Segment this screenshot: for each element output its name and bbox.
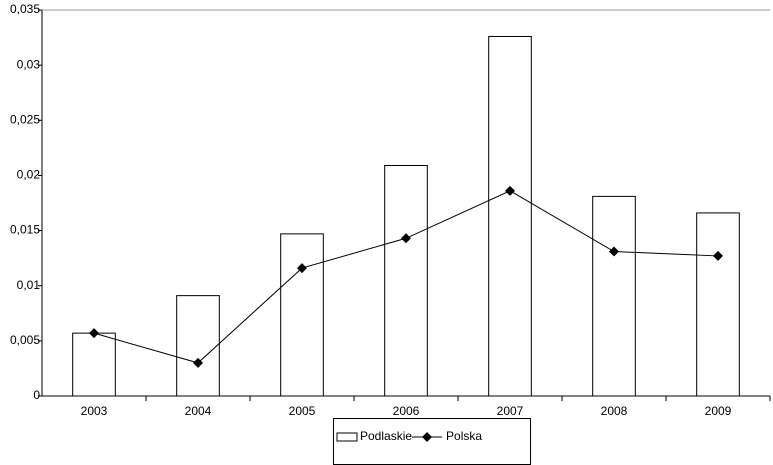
marker (297, 263, 307, 274)
marker (505, 185, 515, 196)
marker (193, 357, 203, 368)
y-tick-label: 0 (33, 388, 40, 402)
x-tick-label: 2006 (393, 404, 420, 418)
marker (401, 233, 411, 244)
bar (592, 195, 636, 397)
x-tick-label: 2009 (705, 404, 732, 418)
y-tick-label: 0,03 (17, 57, 41, 71)
marker (609, 246, 619, 257)
y-tick-label: 0,025 (10, 112, 40, 126)
y-tick-label: 0,01 (17, 278, 41, 292)
marker (89, 328, 99, 339)
marker (713, 250, 723, 261)
y-tick-label: 0,035 (10, 2, 40, 16)
y-tick-label: 0,005 (10, 333, 40, 347)
legend-label: Polska (446, 429, 482, 443)
x-tick-label: 2005 (289, 404, 316, 418)
legend-swatch (336, 432, 358, 442)
legend-marker (422, 432, 433, 442)
legend-label: Podlaskie (360, 429, 412, 443)
bar (280, 233, 324, 397)
x-tick-label: 2007 (497, 404, 524, 418)
y-tick-label: 0,015 (10, 223, 40, 237)
x-tick-label: 2008 (601, 404, 628, 418)
y-tick-label: 0,02 (17, 168, 41, 182)
bar (176, 295, 220, 397)
bar (488, 35, 532, 397)
x-tick-label: 2004 (185, 404, 212, 418)
bar (72, 332, 116, 397)
bar (384, 165, 428, 397)
bar (696, 212, 740, 397)
x-tick-label: 2003 (81, 404, 108, 418)
